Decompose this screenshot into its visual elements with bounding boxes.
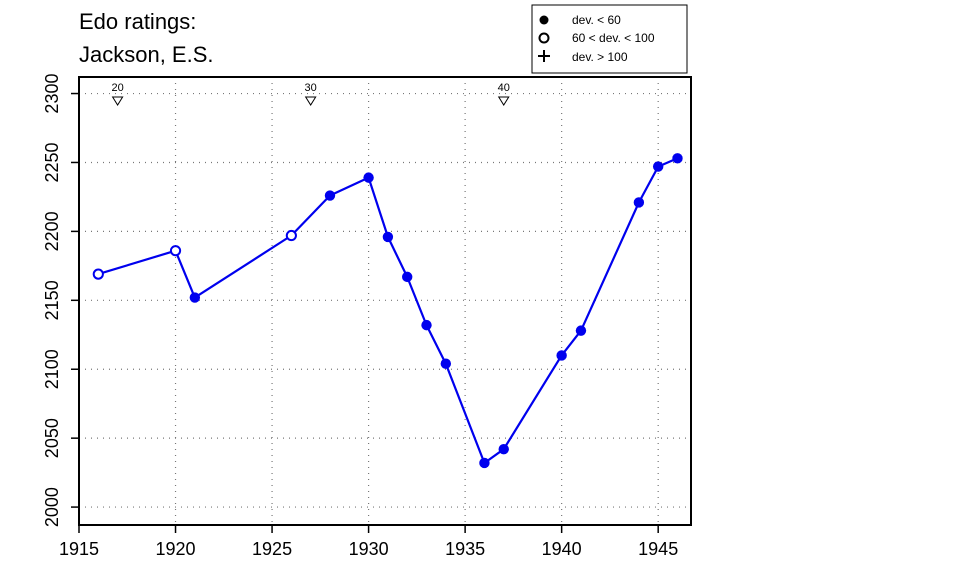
y-tick-label: 2200 — [42, 211, 62, 251]
legend-label: 60 < dev. < 100 — [572, 31, 655, 45]
data-point-filled — [382, 231, 394, 243]
data-point-filled — [652, 161, 664, 172]
legend-box — [531, 4, 688, 74]
age-marker-triangle-icon — [111, 96, 124, 106]
data-point-filled — [440, 358, 452, 369]
x-tick-label: 1920 — [156, 539, 196, 559]
x-tick-label: 1915 — [59, 539, 99, 559]
y-axis: 2000 2050 2100 2150 2200 2250 2300 — [42, 74, 79, 527]
age-marker-triangle-icon — [497, 96, 510, 106]
data-point-open — [92, 268, 104, 280]
chart-title: Edo ratings: Jackson, E.S. — [79, 9, 214, 67]
data-point-filled — [402, 271, 413, 283]
data-point-filled — [363, 172, 374, 183]
age-marker-label: 30 — [305, 82, 317, 94]
series-line — [97, 157, 678, 465]
chart-title-line-1: Edo ratings: — [79, 9, 196, 34]
data-point-filled — [498, 443, 509, 455]
plot-frame — [78, 76, 692, 526]
data-point-filled — [672, 153, 683, 164]
x-tick-label: 1940 — [542, 539, 582, 559]
legend-filled-circle-icon — [539, 15, 549, 25]
x-tick-label: 1935 — [445, 539, 485, 559]
legend-label: dev. < 60 — [572, 13, 621, 27]
data-point-filled — [575, 325, 587, 336]
data-point-filled — [324, 190, 336, 201]
data-point-filled — [189, 292, 201, 303]
data-point-filled — [479, 457, 490, 469]
age-marker-label: 40 — [498, 82, 510, 94]
x-axis: 1915 1920 1925 1930 1935 1940 1945 — [59, 525, 678, 559]
y-tick-label: 2250 — [42, 142, 62, 182]
legend-label: dev. > 100 — [572, 50, 628, 64]
series — [92, 153, 683, 469]
y-tick-label: 2100 — [42, 349, 62, 389]
y-tick-label: 2300 — [42, 74, 62, 114]
y-tick-label: 2050 — [42, 418, 62, 458]
x-tick-label: 1945 — [638, 539, 678, 559]
y-tick-label: 2150 — [42, 280, 62, 320]
data-point-open — [285, 229, 297, 242]
x-tick-label: 1930 — [349, 539, 389, 559]
data-point-open — [169, 245, 182, 257]
legend: dev. < 60 60 < dev. < 100 dev. > 100 — [531, 4, 688, 74]
x-tick-label: 1925 — [252, 539, 292, 559]
chart-title-line-2: Jackson, E.S. — [79, 42, 214, 67]
legend-open-circle-icon — [538, 32, 550, 44]
age-markers: 20 30 40 — [111, 82, 510, 106]
data-point-filled — [421, 319, 432, 331]
data-point-filled — [633, 197, 645, 208]
legend-plus-icon — [538, 50, 550, 62]
data-point-filled — [556, 350, 567, 361]
grid — [79, 77, 691, 525]
age-marker-triangle-icon — [304, 96, 317, 106]
age-marker-label: 20 — [111, 82, 123, 94]
y-tick-label: 2000 — [42, 487, 62, 527]
